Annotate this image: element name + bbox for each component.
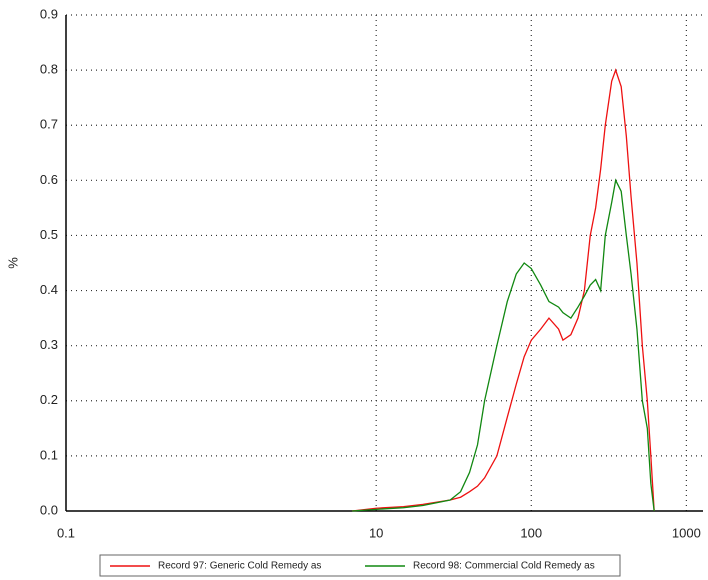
y-tick-label: 0.9 [40, 6, 58, 21]
legend-label: Record 97: Generic Cold Remedy as [158, 561, 321, 572]
y-tick-label: 0.8 [40, 62, 58, 77]
y-tick-label: 0.5 [40, 227, 58, 242]
series-line [352, 68, 655, 512]
x-tick-label: 0.1 [57, 525, 75, 540]
legend-label: Record 98: Commercial Cold Remedy as [413, 561, 595, 572]
legend-box [99, 554, 621, 577]
y-tick-label: 0.4 [40, 282, 58, 297]
y-tick-label: 0.3 [40, 337, 58, 352]
y-axis-label: % [5, 257, 20, 269]
y-tick-label: 0.2 [40, 392, 58, 407]
y-tick-label: 0.7 [40, 117, 58, 132]
x-tick-label: 10 [369, 525, 383, 540]
series-line [352, 178, 655, 512]
y-tick-label: 0.6 [40, 172, 58, 187]
x-tick-label: 100 [520, 525, 542, 540]
x-tick-label: 1000 [672, 525, 701, 540]
y-tick-label: 0.0 [40, 502, 58, 517]
y-tick-label: 0.1 [40, 447, 58, 462]
